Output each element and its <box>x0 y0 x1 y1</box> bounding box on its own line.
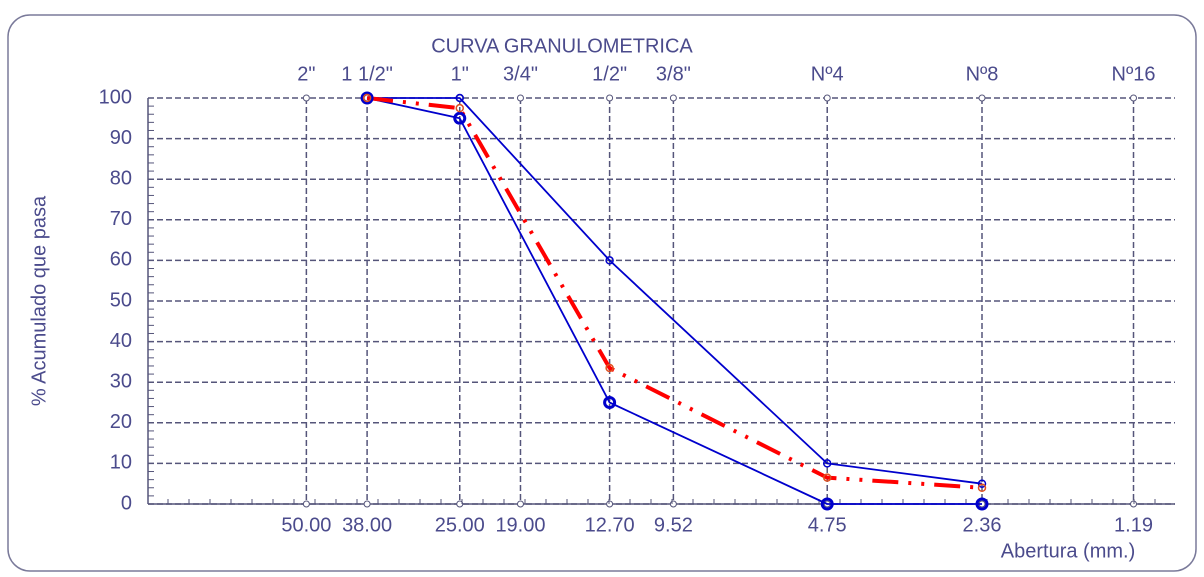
x-tick-label: 25.00 <box>435 514 485 536</box>
x-axis-label: Abertura (mm.) <box>1001 540 1135 562</box>
y-tick-label: 100 <box>99 86 132 108</box>
point <box>455 93 464 103</box>
grid-node <box>1130 94 1138 102</box>
grid-node <box>823 94 831 102</box>
x-tick-label: 12.70 <box>585 514 635 536</box>
sieve-label: Nº8 <box>966 63 999 85</box>
grid-node <box>516 500 524 508</box>
sieve-label: Nº16 <box>1112 63 1156 85</box>
point <box>605 363 614 373</box>
y-tick-label: 90 <box>110 127 132 149</box>
sieve-label: 2" <box>297 63 315 85</box>
point <box>820 497 834 511</box>
sieve-label: 1" <box>451 63 469 85</box>
point <box>822 459 832 468</box>
grid-node <box>516 94 524 102</box>
point <box>360 91 374 105</box>
y-axis-label: % Acumulado que pasa <box>28 195 50 406</box>
point <box>455 103 464 113</box>
x-tick-label: 9.52 <box>654 514 693 536</box>
x-tick-label: 50.00 <box>281 514 331 536</box>
x-tick-label: 4.75 <box>808 514 847 536</box>
y-tick-label: 70 <box>110 208 132 230</box>
series-line <box>367 97 983 485</box>
sieve-label: 3/4" <box>503 63 538 85</box>
frame <box>7 14 1197 572</box>
sieve-label: 1 1/2" <box>341 63 393 85</box>
sieve-label: 1/2" <box>592 63 627 85</box>
grid-node <box>978 94 986 102</box>
point <box>822 473 832 482</box>
point <box>977 483 987 493</box>
point <box>605 256 614 265</box>
x-tick-label: 19.00 <box>495 514 545 536</box>
grid-node <box>606 500 614 508</box>
y-tick-label: 0 <box>121 492 132 514</box>
sieve-label: 3/8" <box>656 63 691 85</box>
y-tick-label: 50 <box>110 289 132 311</box>
series-line <box>366 97 982 505</box>
grid-node <box>669 94 677 102</box>
x-tick-label: 2.36 <box>963 514 1002 536</box>
grid-node <box>669 500 677 508</box>
grid-node <box>363 500 371 508</box>
y-tick-label: 40 <box>110 330 132 352</box>
x-tick-label: 1.19 <box>1114 514 1153 536</box>
grid-node <box>302 94 310 102</box>
grid-node <box>606 94 614 102</box>
x-tick-label: 38.00 <box>342 514 392 536</box>
y-tick-label: 30 <box>110 370 132 392</box>
grid-node <box>302 500 310 508</box>
point <box>603 396 617 409</box>
point <box>453 111 467 125</box>
y-tick-label: 20 <box>110 411 132 433</box>
sieve-label: Nº4 <box>811 63 844 85</box>
y-tick-label: 80 <box>110 167 132 189</box>
series-line <box>366 96 983 490</box>
point <box>975 497 989 511</box>
grid-node <box>456 500 464 508</box>
y-tick-label: 10 <box>110 452 132 474</box>
chart-title: CURVA GRANULOMETRICA <box>431 35 693 57</box>
point <box>362 93 372 103</box>
point <box>977 479 987 488</box>
y-tick-label: 60 <box>110 249 132 271</box>
